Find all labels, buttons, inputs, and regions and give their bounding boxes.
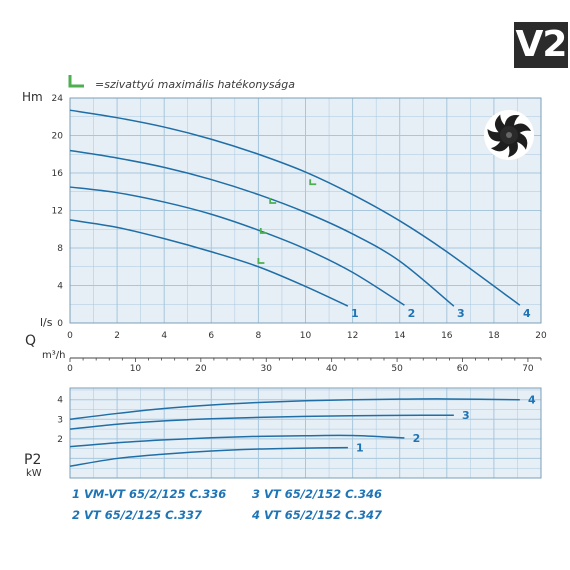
- impeller-image: [484, 110, 534, 160]
- flow-m3h-tick-label: 50: [391, 364, 403, 374]
- efficiency-legend-text: =szivattyú maximális hatékonysága: [95, 78, 296, 91]
- head-curve-label-4: 4: [523, 307, 531, 320]
- head-x-tick-label: 2: [114, 331, 120, 341]
- head-curve-label-1: 1: [351, 307, 359, 320]
- flow-m3h-tick-label: 20: [195, 364, 207, 374]
- head-axis-label: Hm: [22, 90, 43, 104]
- power-unit-label: kW: [26, 468, 42, 479]
- efficiency-marker-1: [257, 258, 265, 264]
- head-y-tick-label: 16: [52, 169, 64, 179]
- efficiency-marker-2: [259, 228, 267, 234]
- power-axis-label: P2: [24, 452, 42, 468]
- head-y-tick-label: 8: [57, 244, 63, 254]
- head-curve-2: [69, 186, 405, 306]
- power-curve-3: [69, 414, 454, 430]
- head-y-tick-label: 4: [57, 282, 63, 292]
- head-x-tick-label: 6: [208, 331, 214, 341]
- head-y-tick-label: 24: [52, 94, 64, 104]
- efficiency-legend-icon: [68, 75, 84, 88]
- flow-m3h-tick-label: 10: [130, 364, 142, 374]
- power-curve-4: [69, 398, 520, 421]
- flow-m3h-tick-label: 40: [326, 364, 338, 374]
- model-label-1: 1 VM-VT 65/2/125 C.336: [72, 487, 227, 501]
- head-y-tick-label: 12: [52, 207, 63, 217]
- head-x-tick-label: 4: [161, 331, 167, 341]
- flow-m3h-tick-label: 70: [522, 364, 534, 374]
- head-plot-frame: [69, 97, 542, 324]
- power-y-tick-label: 3: [57, 415, 63, 425]
- efficiency-marker-3: [269, 198, 277, 204]
- flow-axis-label: Q: [25, 333, 37, 349]
- flow-ls-unit-label: l/s: [40, 316, 53, 329]
- model-label-2: 2 VT 65/2/125 C.337: [72, 508, 202, 522]
- power-curve-1: [69, 446, 348, 468]
- head-x-tick-label: 14: [394, 331, 406, 341]
- flow-m3h-tick-label: 30: [261, 364, 273, 374]
- power-y-tick-label: 4: [57, 396, 63, 406]
- head-x-tick-label: 18: [488, 331, 500, 341]
- efficiency-marker-4: [309, 179, 317, 186]
- head-y-tick-label: 20: [52, 132, 64, 142]
- head-curve-4: [69, 109, 521, 306]
- power-curve-label-3: 3: [462, 409, 470, 422]
- power-curve-label-2: 2: [413, 432, 421, 445]
- power-plot-frame: [69, 387, 542, 479]
- head-x-tick-label: 12: [347, 331, 358, 341]
- head-x-tick-label: 8: [256, 331, 262, 341]
- power-curve-2: [69, 434, 405, 448]
- head-x-tick-label: 10: [300, 331, 312, 341]
- head-curve-label-2: 2: [408, 307, 416, 320]
- impeller-center: [506, 132, 512, 138]
- head-x-tick-label: 20: [535, 331, 547, 341]
- head-curve-label-3: 3: [457, 307, 465, 320]
- head-x-tick-label: 0: [67, 331, 73, 341]
- series-badge: V2: [514, 22, 568, 68]
- power-y-tick-label: 2: [57, 435, 63, 445]
- head-x-tick-label: 16: [441, 331, 453, 341]
- power-curve-label-4: 4: [528, 394, 536, 407]
- head-curve-3: [69, 149, 455, 307]
- flow-m3h-tick-label: 60: [457, 364, 469, 374]
- power-curve-label-1: 1: [356, 442, 364, 455]
- head-curve-1: [69, 219, 349, 307]
- head-y-tick-label: 0: [57, 319, 63, 329]
- model-label-4: 4 VT 65/2/152 C.347: [252, 508, 382, 522]
- flow-m3h-unit-label: m³/h: [42, 350, 66, 361]
- flow-m3h-tick-label: 0: [67, 364, 73, 374]
- model-label-3: 3 VT 65/2/152 C.346: [252, 487, 382, 501]
